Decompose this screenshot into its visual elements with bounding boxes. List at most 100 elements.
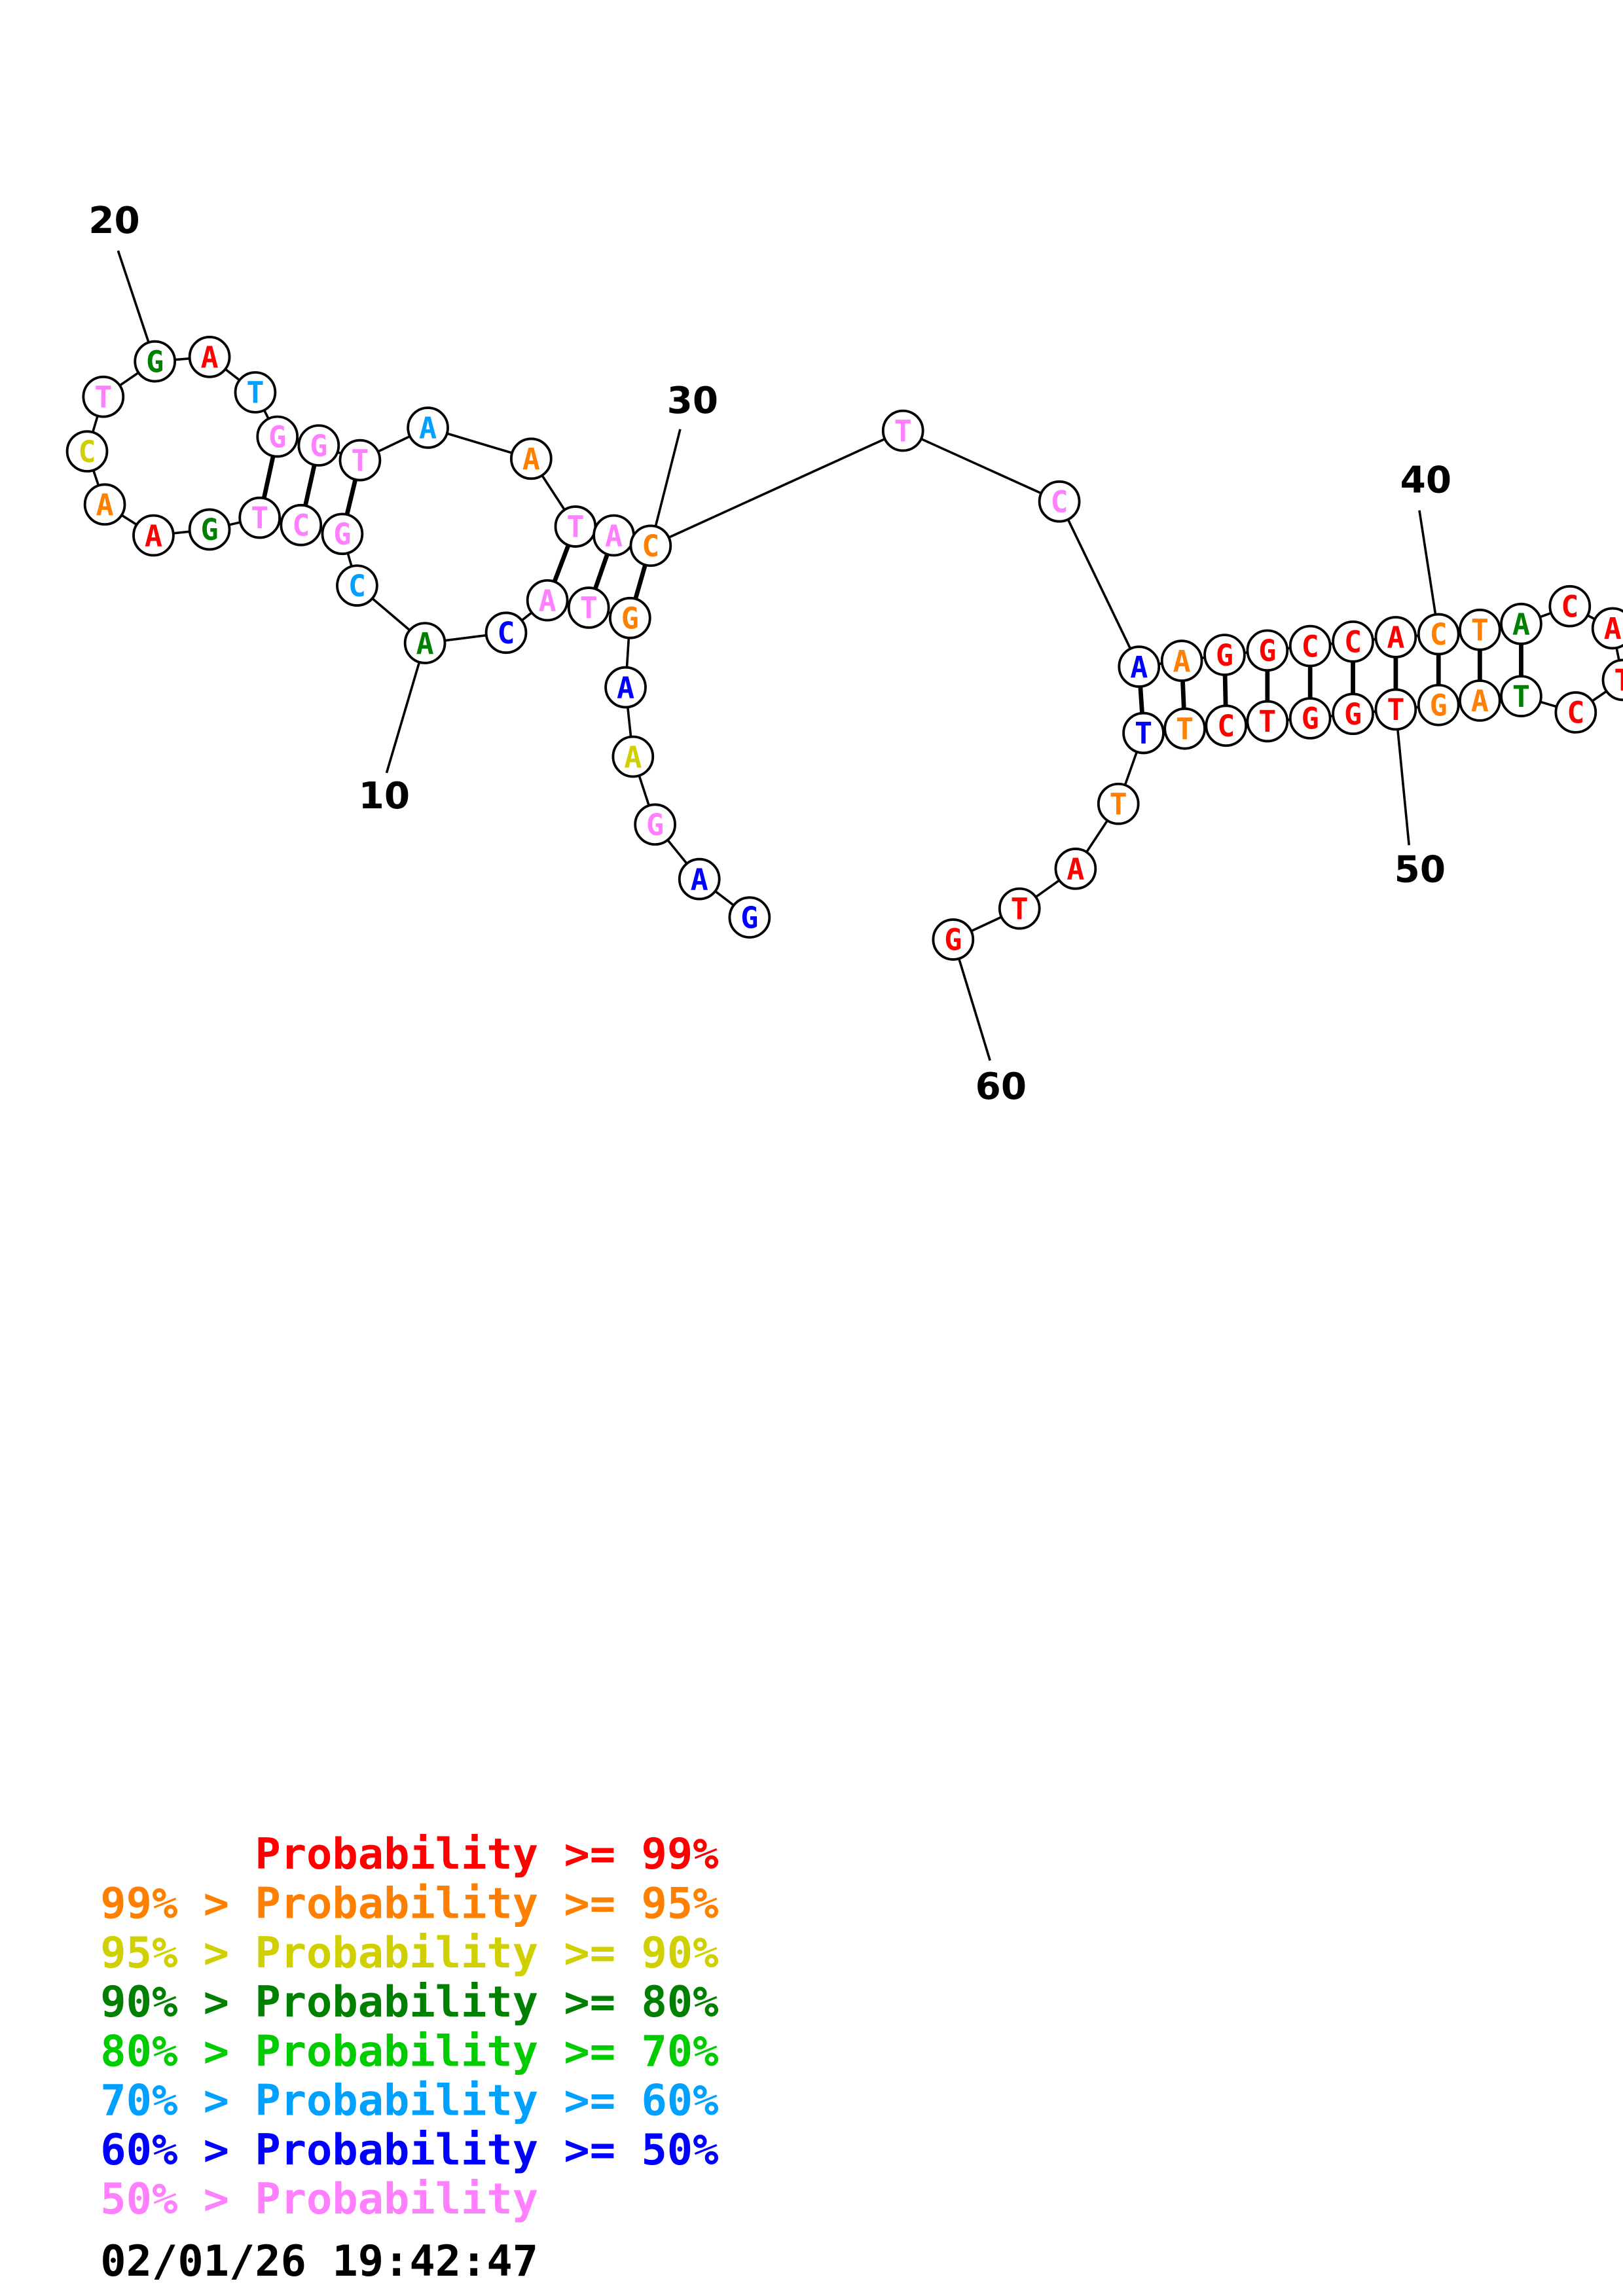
base-letter: A xyxy=(539,583,556,618)
base-letter: A xyxy=(416,626,434,661)
base-letter: G xyxy=(740,901,758,935)
base-letter: C xyxy=(1561,589,1578,624)
base-circle xyxy=(1097,782,1140,825)
base-circle xyxy=(1203,634,1246,676)
base-letter: G xyxy=(1430,688,1448,723)
base-letter: A xyxy=(1130,650,1148,685)
base-letter: A xyxy=(1387,620,1404,655)
base-circle xyxy=(604,666,647,709)
base-letter: A xyxy=(1067,852,1084,887)
base-circle xyxy=(1332,692,1374,736)
base-circle xyxy=(881,409,924,452)
base-letter: G xyxy=(310,429,327,463)
base-letter: A xyxy=(1471,684,1489,719)
position-label: 50 xyxy=(1395,849,1446,891)
base-circle xyxy=(188,336,231,378)
base-circle xyxy=(1163,707,1206,750)
base-letter: T xyxy=(1258,704,1276,739)
backbone-segment xyxy=(650,429,903,547)
base-circle xyxy=(1246,700,1289,743)
legend-row: 50% > Probability xyxy=(100,2174,538,2224)
base-circle xyxy=(1459,679,1501,722)
base-letter: C xyxy=(1051,484,1068,519)
base-circle xyxy=(998,887,1041,930)
base-letter: T xyxy=(566,510,584,545)
position-labels-layer: 10 20 30 40 50 60 xyxy=(88,200,1451,1108)
base-circle xyxy=(1548,584,1592,628)
base-circle xyxy=(484,611,528,655)
base-circle xyxy=(1246,629,1289,672)
base-letter: A xyxy=(419,411,437,446)
base-letter: T xyxy=(1614,663,1623,698)
base-letter: C xyxy=(292,508,310,543)
base-circle xyxy=(728,896,771,939)
base-letter: C xyxy=(1567,696,1584,730)
base-letter: G xyxy=(268,420,286,454)
base-circle xyxy=(1417,683,1460,726)
base-circle xyxy=(678,857,721,901)
base-circle xyxy=(1205,704,1248,747)
position-label: 40 xyxy=(1400,459,1451,502)
base-letter: C xyxy=(642,529,659,564)
legend-layer: Probability >= 99%99% > Probability >= 9… xyxy=(100,1829,718,2224)
backbone-segment xyxy=(1058,501,1140,668)
base-letter: T xyxy=(1471,613,1489,647)
base-letter: C xyxy=(1217,709,1235,744)
legend-row: 90% > Probability >= 80% xyxy=(100,1977,718,2027)
base-letter: C xyxy=(78,435,96,469)
base-letter: G xyxy=(1258,634,1276,668)
base-circle xyxy=(509,437,553,480)
backbone-segment xyxy=(902,429,1060,503)
base-letter: A xyxy=(1604,611,1622,646)
legend-row: 99% > Probability >= 95% xyxy=(100,1878,718,1928)
base-circle xyxy=(132,514,175,557)
base-pair-lines-layer xyxy=(257,436,1523,734)
base-circle xyxy=(82,375,125,418)
base-circle xyxy=(1374,688,1417,731)
base-circle xyxy=(1554,691,1597,734)
base-letter: G xyxy=(333,517,351,552)
label-leader-line xyxy=(1395,709,1410,846)
base-circle xyxy=(1118,645,1161,688)
label-leader-line xyxy=(385,643,426,774)
base-circle xyxy=(1332,620,1374,663)
timestamp: 02/01/26 19:42:47 xyxy=(100,2236,538,2286)
base-circle xyxy=(336,564,378,607)
base-letter: A xyxy=(145,518,162,553)
base-circle xyxy=(932,918,975,961)
base-circle xyxy=(1122,711,1165,755)
base-letter: G xyxy=(646,808,664,842)
legend-row: 70% > Probability >= 60% xyxy=(100,2076,718,2126)
legend-row: Probability >= 99% xyxy=(255,1829,718,1879)
base-letter: A xyxy=(617,670,634,705)
base-circle xyxy=(526,579,569,622)
base-circle xyxy=(83,483,126,526)
base-letter: T xyxy=(1512,679,1530,714)
base-circle xyxy=(321,512,364,556)
base-circle xyxy=(1591,607,1623,650)
base-circle xyxy=(608,596,651,639)
legend-row: 95% > Probability >= 90% xyxy=(100,1928,718,1978)
base-letter: A xyxy=(200,340,218,375)
base-letter: C xyxy=(1430,617,1448,652)
base-letter: G xyxy=(621,601,639,636)
base-circle xyxy=(238,496,282,539)
position-label: 60 xyxy=(976,1066,1027,1108)
base-letter: T xyxy=(894,414,912,448)
base-letter: A xyxy=(96,488,113,522)
base-circle xyxy=(1288,624,1332,668)
base-letter: T xyxy=(1110,787,1127,821)
base-letter: T xyxy=(1135,716,1152,751)
base-circle xyxy=(1038,480,1081,523)
base-circle xyxy=(65,430,109,473)
base-letter: G xyxy=(200,512,218,547)
base-circle xyxy=(1288,697,1332,740)
base-circle xyxy=(1417,613,1460,656)
base-circle xyxy=(1500,602,1542,645)
base-letter: A xyxy=(522,442,540,476)
base-letter: T xyxy=(1011,891,1029,926)
base-circle xyxy=(297,424,340,467)
base-circle xyxy=(188,508,231,551)
base-circle xyxy=(338,439,382,482)
